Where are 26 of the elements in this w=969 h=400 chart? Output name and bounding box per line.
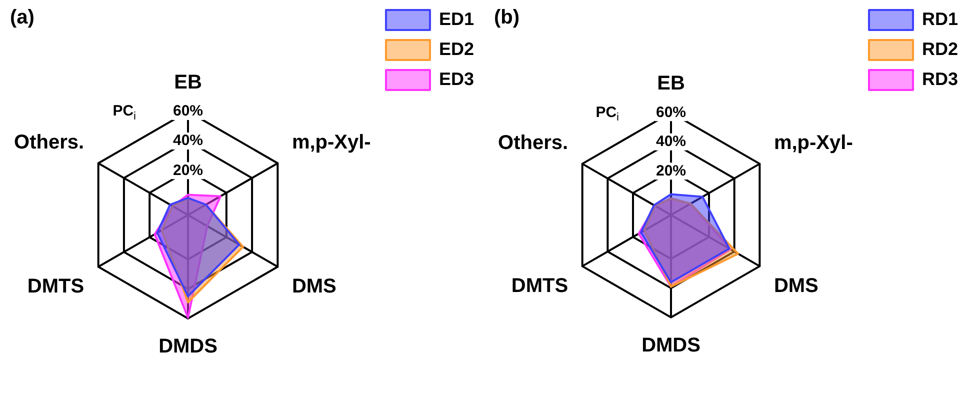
spoke-label: DMS [774,274,818,297]
spoke-label: DMDS [158,336,218,358]
y-tick-label: 20% [656,162,686,180]
spoke-label: DMTS [27,276,84,298]
y-tick-label: 20% [172,162,204,179]
spoke-label: Others. [498,132,568,154]
legend-label: RD2 [922,38,958,59]
spoke-label: DMTS [511,274,568,297]
spoke-label: DMS [292,276,336,298]
y-tick-label: 60% [656,104,686,121]
spoke-label: EB [174,71,202,94]
legend-label: ED3 [438,68,474,89]
chart-title: (b) [494,6,520,29]
spoke-label: m,p-Xyl- [292,132,371,154]
spoke-label: m,p-Xyl- [774,132,853,154]
legend-label: RD3 [922,68,958,89]
legend-label: ED1 [438,8,474,29]
spoke-label: Others. [14,132,84,154]
spoke-label: DMDS [642,334,700,356]
legend-label: RD1 [922,8,958,29]
y-tick-label: 40% [172,132,204,150]
spoke-label: EB [657,72,685,95]
y-tick-label: 40% [656,133,686,150]
y-tick-label: 60% [172,102,204,120]
legend-label: ED2 [438,38,474,59]
chart-title: (a) [10,6,34,29]
